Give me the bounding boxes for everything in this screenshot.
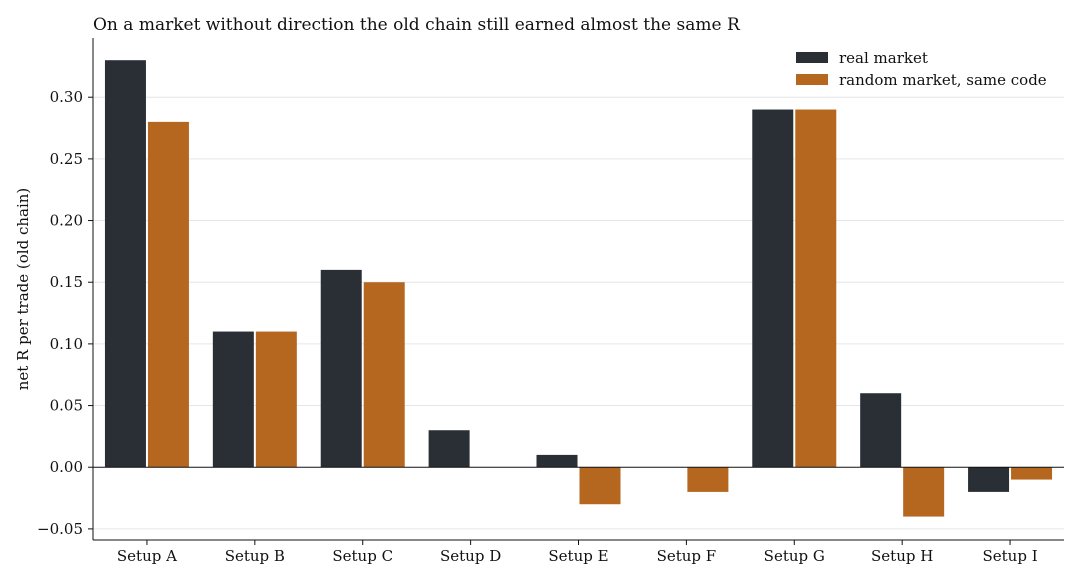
y-tick-label: 0.30: [50, 88, 83, 106]
legend-label: real market: [839, 49, 928, 67]
bar-real-setup-e: [536, 454, 578, 468]
bar-random-setup-i: [1011, 467, 1053, 480]
y-tick-label: 0.05: [50, 397, 83, 415]
bar-random-setup-f: [687, 467, 729, 492]
bar-random-setup-g: [795, 109, 837, 468]
x-tick-label: Setup G: [764, 547, 825, 565]
y-ticks: −0.05 0.00 0.05 0.10 0.15 0.20 0.25 0.30: [37, 88, 93, 538]
y-tick-label: −0.05: [37, 520, 83, 538]
bars: [104, 60, 1053, 517]
x-tick-label: Setup B: [225, 547, 285, 565]
bar-real-setup-g: [752, 109, 794, 468]
bar-random-setup-b: [255, 331, 297, 468]
x-tick-label: Setup F: [657, 547, 717, 565]
bar-real-setup-a: [104, 60, 146, 468]
bar-random-setup-h: [903, 467, 945, 517]
bar-real-setup-b: [212, 331, 254, 468]
legend-swatch: [796, 74, 828, 85]
x-tick-label: Setup D: [440, 547, 501, 565]
x-tick-label: Setup A: [117, 547, 177, 565]
x-tick-label: Setup H: [871, 547, 933, 565]
y-axis-label: net R per trade (old chain): [14, 188, 32, 391]
y-tick-label: 0.00: [50, 458, 83, 476]
x-ticks: Setup A Setup B Setup C Setup D Setup E Setup…: [117, 540, 1038, 565]
x-tick-label: Setup E: [548, 547, 608, 565]
y-tick-label: 0.15: [50, 273, 83, 291]
bar-random-setup-c: [363, 282, 405, 468]
legend-label: random market, same code: [839, 71, 1047, 89]
bar-real-setup-h: [860, 393, 902, 468]
x-tick-label: Setup C: [332, 547, 393, 565]
y-tick-label: 0.10: [50, 335, 83, 353]
y-tick-label: 0.25: [50, 150, 83, 168]
chart-title: On a market without direction the old ch…: [93, 15, 741, 35]
bar-real-setup-i: [968, 467, 1010, 492]
grid-lines: [93, 96, 1064, 530]
x-tick-label: Setup I: [982, 547, 1037, 565]
bar-random-setup-e: [579, 467, 621, 505]
legend-swatch: [796, 52, 828, 63]
bar-random-setup-a: [147, 121, 189, 468]
bar-real-setup-d: [428, 430, 470, 468]
bar-real-setup-c: [320, 269, 362, 468]
legend: real market random market, same code: [796, 49, 1047, 89]
y-tick-label: 0.20: [50, 212, 83, 230]
